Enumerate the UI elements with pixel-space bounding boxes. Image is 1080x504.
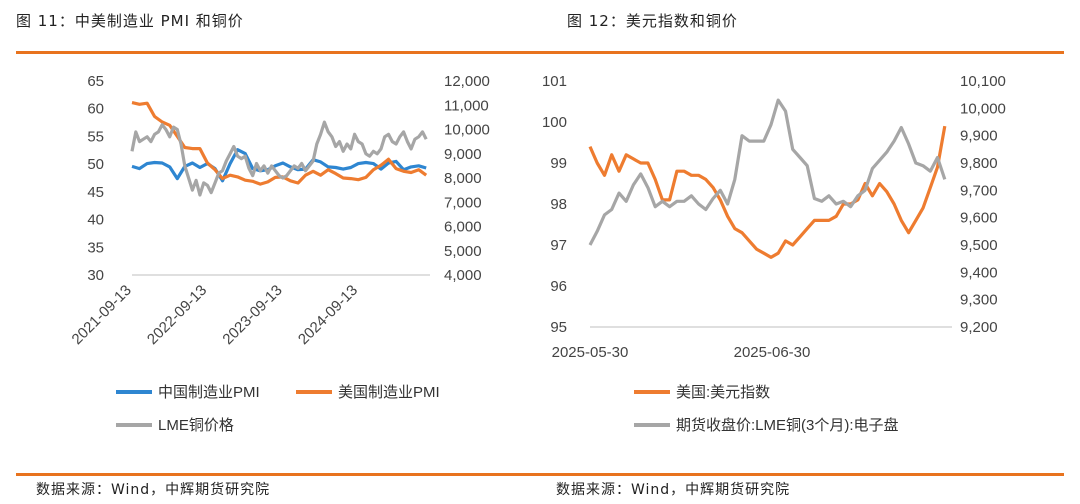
top-divider [16, 51, 1064, 54]
y-tick-label: 96 [550, 278, 567, 295]
y2-tick-label: 9,700 [960, 182, 998, 199]
right-source: 数据来源：Wind，中辉期货研究院 [556, 482, 791, 498]
y-tick-label: 30 [87, 267, 104, 284]
series-line [130, 120, 428, 197]
y2-tick-label: 4,000 [444, 267, 482, 284]
legend-label: 期货收盘价:LME铜(3个月):电子盘 [676, 416, 899, 434]
y2-tick-label: 9,800 [960, 155, 998, 172]
legend-label: 美国:美元指数 [676, 384, 770, 401]
left-figure-title: 图 11：中美制造业 PMI 和铜价 [16, 12, 244, 30]
y2-tick-label: 9,400 [960, 264, 998, 281]
series-line [588, 125, 947, 259]
y2-tick-label: 10,000 [960, 100, 1006, 117]
x-tick-label: 2022-09-13 [144, 282, 210, 348]
y2-tick-label: 9,200 [960, 319, 998, 336]
legend-label: 中国制造业PMI [158, 384, 260, 401]
y2-tick-label: 9,600 [960, 210, 998, 227]
right-chart: 95 96 97 98 99 100 101 9,200 9,300 9,400 9,500 9,60… [542, 73, 1006, 434]
series-line [588, 98, 947, 246]
y-tick-label: 100 [542, 114, 567, 131]
x-tick-label: 2023-09-13 [219, 282, 285, 348]
y-tick-label: 35 [87, 239, 104, 256]
y-tick-label: 101 [542, 73, 567, 90]
y2-tick-label: 10,000 [444, 122, 490, 139]
bottom-divider [16, 473, 1064, 476]
y2-tick-label: 7,000 [444, 194, 482, 211]
y2-tick-label: 8,000 [444, 170, 482, 187]
y2-tick-label: 11,000 [444, 97, 489, 114]
y-tick-label: 99 [550, 155, 567, 172]
y-tick-label: 55 [87, 128, 104, 145]
left-chart: 30 35 40 45 50 55 60 65 4,000 5,000 6,000 7,000 8,00… [69, 73, 490, 434]
y-tick-label: 65 [87, 73, 104, 90]
y-tick-label: 45 [87, 184, 104, 201]
x-tick-label: 2024-09-13 [295, 282, 361, 348]
y-tick-label: 98 [550, 196, 567, 213]
legend-label: LME铜价格 [158, 417, 234, 434]
y-tick-label: 40 [87, 212, 104, 229]
y2-tick-label: 9,500 [960, 237, 998, 254]
x-tick-label: 2021-09-13 [69, 282, 135, 348]
y2-tick-label: 9,000 [444, 146, 482, 163]
y-tick-label: 95 [550, 319, 567, 336]
y2-tick-label: 9,900 [960, 128, 998, 145]
y2-tick-label: 5,000 [444, 243, 482, 260]
x-tick-label: 2025-06-30 [734, 344, 811, 361]
y2-tick-label: 6,000 [444, 219, 482, 236]
y2-tick-label: 10,100 [960, 73, 1006, 90]
y-tick-label: 60 [87, 101, 104, 118]
right-figure-title: 图 12：美元指数和铜价 [567, 12, 738, 30]
left-source: 数据来源：Wind，中辉期货研究院 [36, 482, 271, 498]
y2-tick-label: 9,300 [960, 292, 998, 309]
y-tick-label: 97 [550, 237, 567, 254]
x-tick-label: 2025-05-30 [552, 344, 629, 361]
y-tick-label: 50 [87, 156, 104, 173]
legend-label: 美国制造业PMI [338, 384, 440, 401]
y2-tick-label: 12,000 [444, 73, 490, 90]
